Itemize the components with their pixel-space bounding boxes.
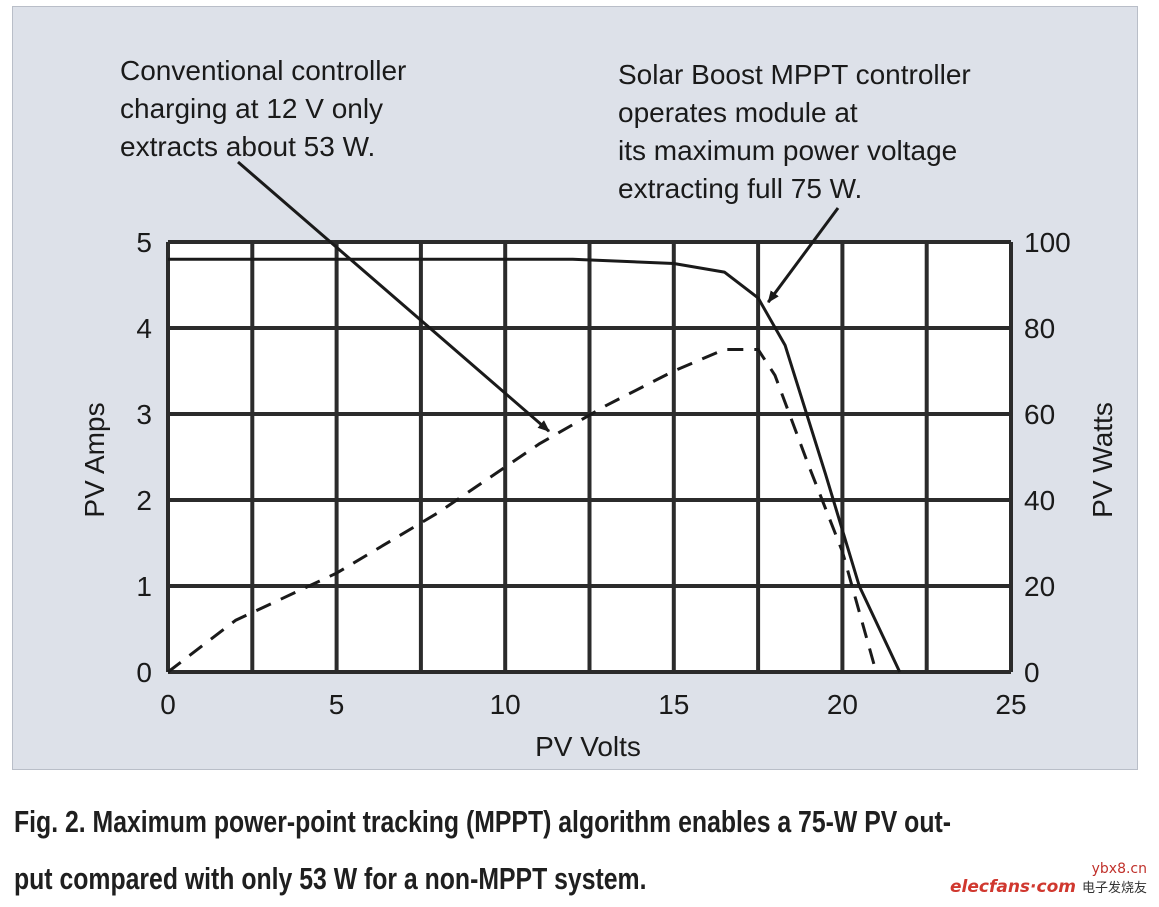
figure-caption: Fig. 2. Maximum power-point tracking (MP… xyxy=(14,793,1134,907)
y-left-tick-label: 0 xyxy=(136,657,152,688)
caption-line: Fig. 2. Maximum power-point tracking (MP… xyxy=(14,804,951,839)
annotation-line: Solar Boost MPPT controller xyxy=(618,59,971,90)
annotation-conventional: Conventional controller charging at 12 V… xyxy=(120,52,406,166)
y-left-tick-label: 2 xyxy=(136,485,152,516)
annotation-mppt: Solar Boost MPPT controller operates mod… xyxy=(618,56,971,208)
y-right-tick-label: 80 xyxy=(1024,313,1055,344)
y-right-tick-label: 60 xyxy=(1024,399,1055,430)
y-right-tick-label: 100 xyxy=(1024,227,1071,258)
watermark-logo: elecfans·com xyxy=(950,877,1076,897)
y-right-tick-label: 40 xyxy=(1024,485,1055,516)
x-tick-label: 10 xyxy=(490,689,521,720)
x-axis-label: PV Volts xyxy=(535,731,641,762)
watermark: ybx8.cn elecfans·com 电子发烧友 xyxy=(950,861,1147,898)
x-tick-label: 0 xyxy=(160,689,176,720)
annotation-arrow xyxy=(237,160,551,433)
annotation-line: charging at 12 V only xyxy=(120,93,384,124)
annotation-arrows xyxy=(237,160,840,433)
series-layer xyxy=(167,257,902,674)
annotation-line: Conventional controller xyxy=(120,55,407,86)
watermark-top: ybx8.cn xyxy=(1091,861,1147,877)
annotation-line: its maximum power voltage xyxy=(618,135,958,166)
y-left-tick-label: 3 xyxy=(136,399,152,430)
x-tick-label: 25 xyxy=(995,689,1026,720)
y-left-tick-label: 1 xyxy=(136,571,152,602)
annotation-line: operates module at xyxy=(618,97,858,128)
x-tick-label: 15 xyxy=(658,689,689,720)
annotation-line: extracting full 75 W. xyxy=(618,173,863,204)
annotation-arrow xyxy=(767,207,840,304)
y-right-tick-label: 0 xyxy=(1024,657,1040,688)
y-left-tick-label: 5 xyxy=(136,227,152,258)
watermark-sub: 电子发烧友 xyxy=(1081,881,1147,896)
annotation-line: extracts about 53 W. xyxy=(120,131,376,162)
caption-line: put compared with only 53 W for a non-MP… xyxy=(14,861,647,896)
y-right-tick-label: 20 xyxy=(1024,571,1055,602)
x-tick-label: 5 xyxy=(329,689,345,720)
current-curve-solid xyxy=(168,257,902,673)
y-axis-label-right: PV Watts xyxy=(1087,402,1118,518)
power-curve-dashed xyxy=(167,348,878,674)
x-tick-label: 20 xyxy=(827,689,858,720)
y-left-tick-label: 4 xyxy=(136,313,152,344)
y-axis-label-left: PV Amps xyxy=(79,402,110,517)
